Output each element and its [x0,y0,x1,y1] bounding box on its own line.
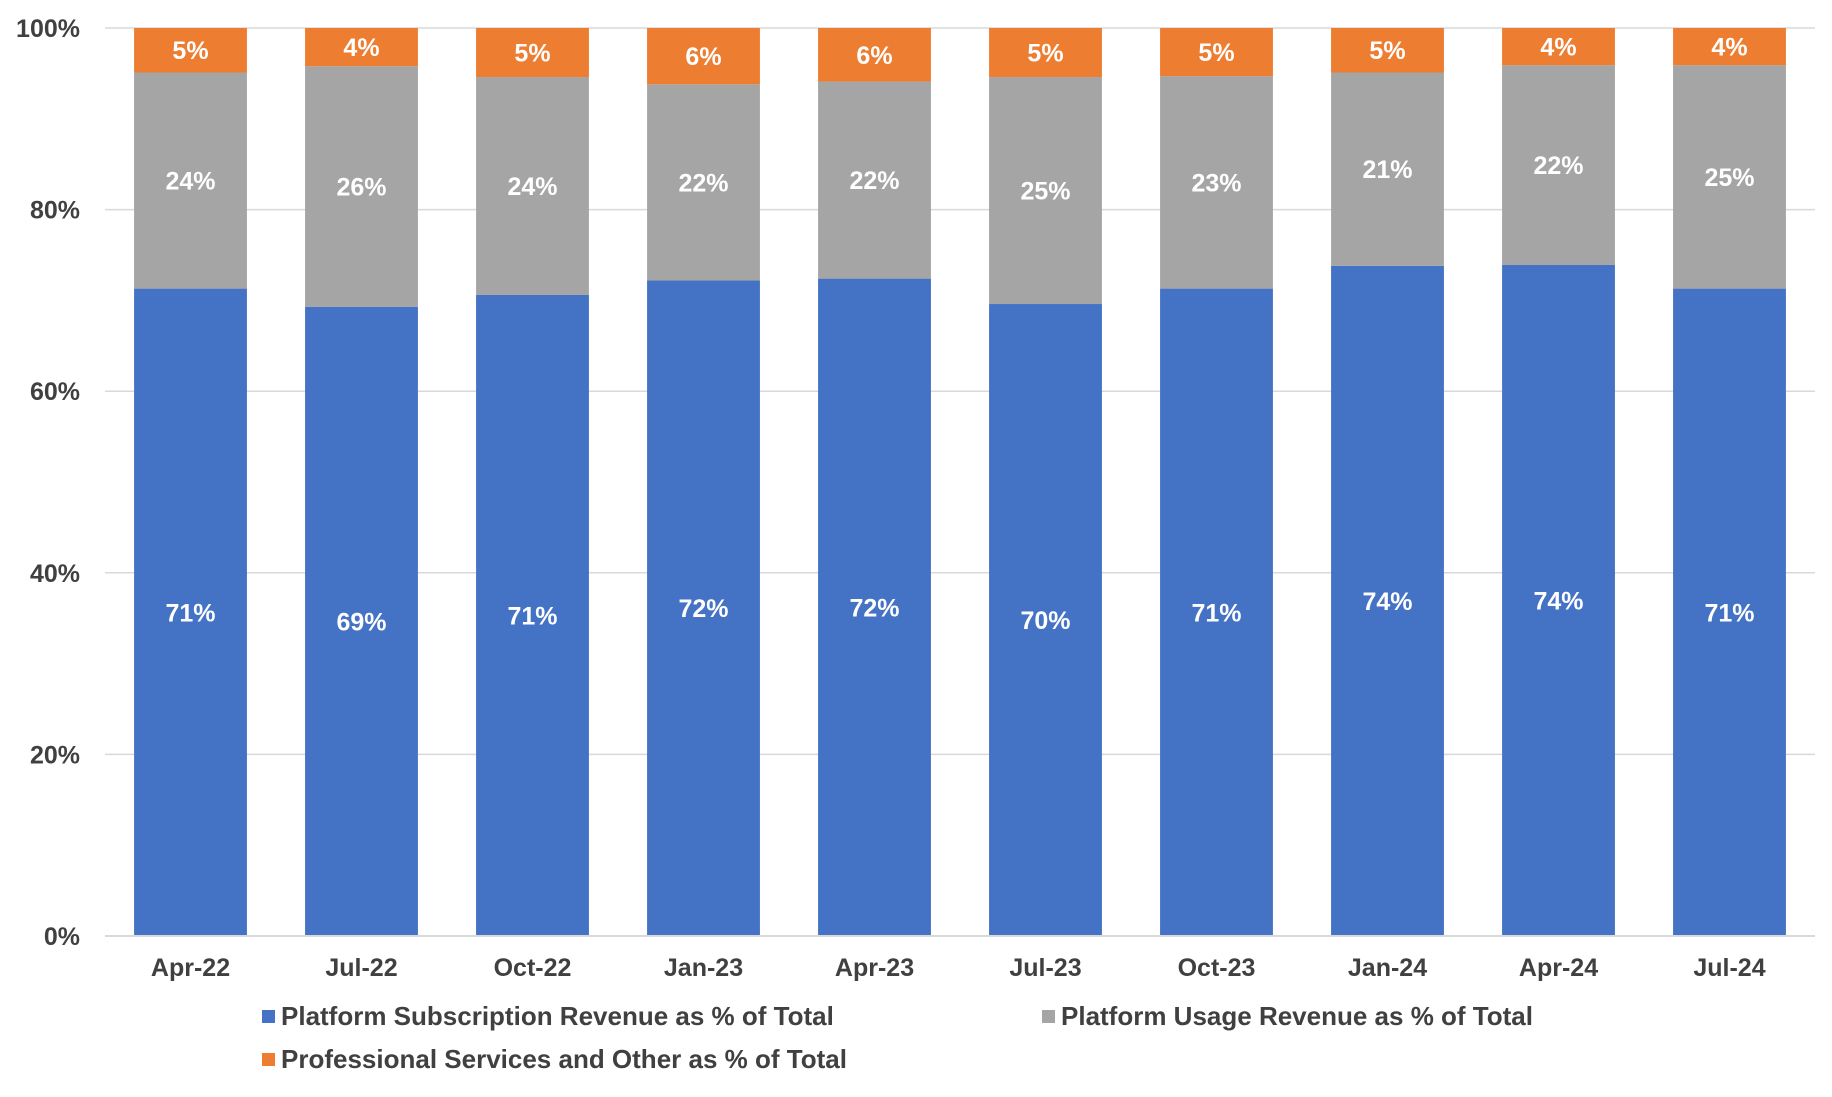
bar-segment-services[interactable] [1160,28,1273,77]
data-label: 5% [1198,39,1234,67]
x-tick-label: Jul-24 [1693,954,1765,982]
data-label: 6% [685,43,721,71]
x-tick-label: Jul-22 [325,954,397,982]
data-label: 71% [1191,599,1241,627]
y-tick-label: 100% [16,15,80,43]
x-tick-label: Oct-22 [494,954,572,982]
bar-segment-subscription[interactable] [134,288,247,936]
data-label: 74% [1533,587,1583,615]
bar-segment-usage[interactable] [647,84,760,281]
bar-segment-services[interactable] [818,28,931,82]
bar-segment-usage[interactable] [989,77,1102,305]
data-label: 5% [172,37,208,65]
data-label: 72% [849,594,899,622]
data-label: 21% [1362,156,1412,184]
data-label: 71% [507,602,557,630]
bar-segment-subscription[interactable] [1160,288,1273,936]
data-label: 5% [514,40,550,68]
x-tick-label: Jul-23 [1009,954,1081,982]
x-tick-label: Jan-23 [664,954,743,982]
y-tick-label: 20% [30,741,80,769]
data-label: 70% [1020,607,1070,635]
bar-segment-services[interactable] [1502,28,1615,66]
data-label: 71% [165,599,215,627]
data-label: 22% [849,167,899,195]
y-tick-label: 60% [30,378,80,406]
data-label: 22% [1533,152,1583,180]
bar-segment-subscription[interactable] [1673,288,1786,936]
bar-segment-services[interactable] [1673,28,1786,66]
bar-segment-usage[interactable] [818,81,931,279]
y-tick-label: 40% [30,560,80,588]
data-label: 6% [856,42,892,70]
data-label: 23% [1191,169,1241,197]
bar-segment-services[interactable] [647,28,760,85]
x-tick-label: Apr-23 [835,954,914,982]
data-label: 26% [336,173,386,201]
bar-segment-subscription[interactable] [305,306,418,937]
data-label: 24% [165,168,215,196]
bar-segment-subscription[interactable] [1331,265,1444,936]
bar-segment-subscription[interactable] [476,294,589,936]
data-label: 22% [678,169,728,197]
bar-segment-usage[interactable] [476,77,589,295]
data-label: 25% [1704,164,1754,192]
bar-segment-subscription[interactable] [647,280,760,936]
data-label: 25% [1020,178,1070,206]
data-label: 4% [1540,34,1576,62]
x-tick-label: Jan-24 [1348,954,1427,982]
x-tick-label: Oct-23 [1178,954,1256,982]
bar-segment-subscription[interactable] [1502,264,1615,936]
bar-segment-services[interactable] [134,28,247,73]
data-label: 4% [1711,34,1747,62]
bar-segment-usage[interactable] [134,72,247,289]
bars [134,28,1786,937]
data-label: 72% [678,595,728,623]
y-axis: 0% 20% 40% 60% 80% 100% [16,15,80,951]
bar-segment-usage[interactable] [1160,76,1273,289]
bar-segment-services[interactable] [476,28,589,78]
data-label: 69% [336,608,386,636]
data-label: 4% [343,34,379,62]
data-label: 24% [507,173,557,201]
data-labels: 71% 24% 5% 69% 26% 4% 71% 24% 5% 72% 22% 6% 72% 22% 6%… [165,34,1754,637]
bar-segment-usage[interactable] [1502,65,1615,265]
bar-segment-subscription[interactable] [989,304,1102,937]
data-label: 71% [1704,599,1754,627]
y-tick-label: 0% [44,923,80,951]
bar-segment-usage[interactable] [1673,65,1786,289]
x-tick-label: Apr-24 [1519,954,1598,982]
bar-segment-services[interactable] [989,28,1102,78]
data-label: 5% [1027,40,1063,68]
bar-segment-usage[interactable] [305,66,418,307]
x-tick-label: Apr-22 [151,954,230,982]
bar-segment-usage[interactable] [1331,72,1444,266]
bar-segment-subscription[interactable] [818,278,931,936]
x-axis: Apr-22 Jul-22 Oct-22 Jan-23 Apr-23 Jul-23 Oct-… [105,935,1815,982]
data-label: 74% [1362,588,1412,616]
data-label: 5% [1369,37,1405,65]
y-tick-label: 80% [30,197,80,225]
bar-segment-services[interactable] [1331,28,1444,73]
bar-segment-services[interactable] [305,28,418,67]
